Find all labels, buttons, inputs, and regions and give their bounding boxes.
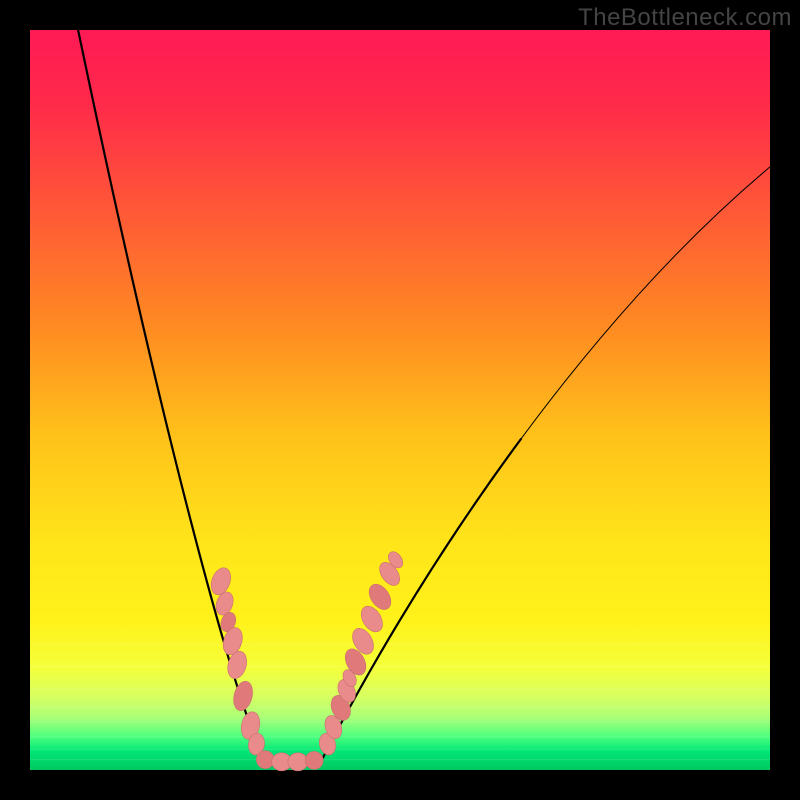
watermark-text: TheBottleneck.com bbox=[578, 4, 792, 32]
curve-bead bbox=[288, 753, 308, 771]
bottleneck-curve-chart bbox=[0, 0, 800, 800]
plot-area bbox=[30, 30, 770, 771]
curve-bead bbox=[305, 751, 323, 769]
gradient-background bbox=[30, 30, 770, 770]
chart-stage: TheBottleneck.com bbox=[0, 0, 800, 800]
